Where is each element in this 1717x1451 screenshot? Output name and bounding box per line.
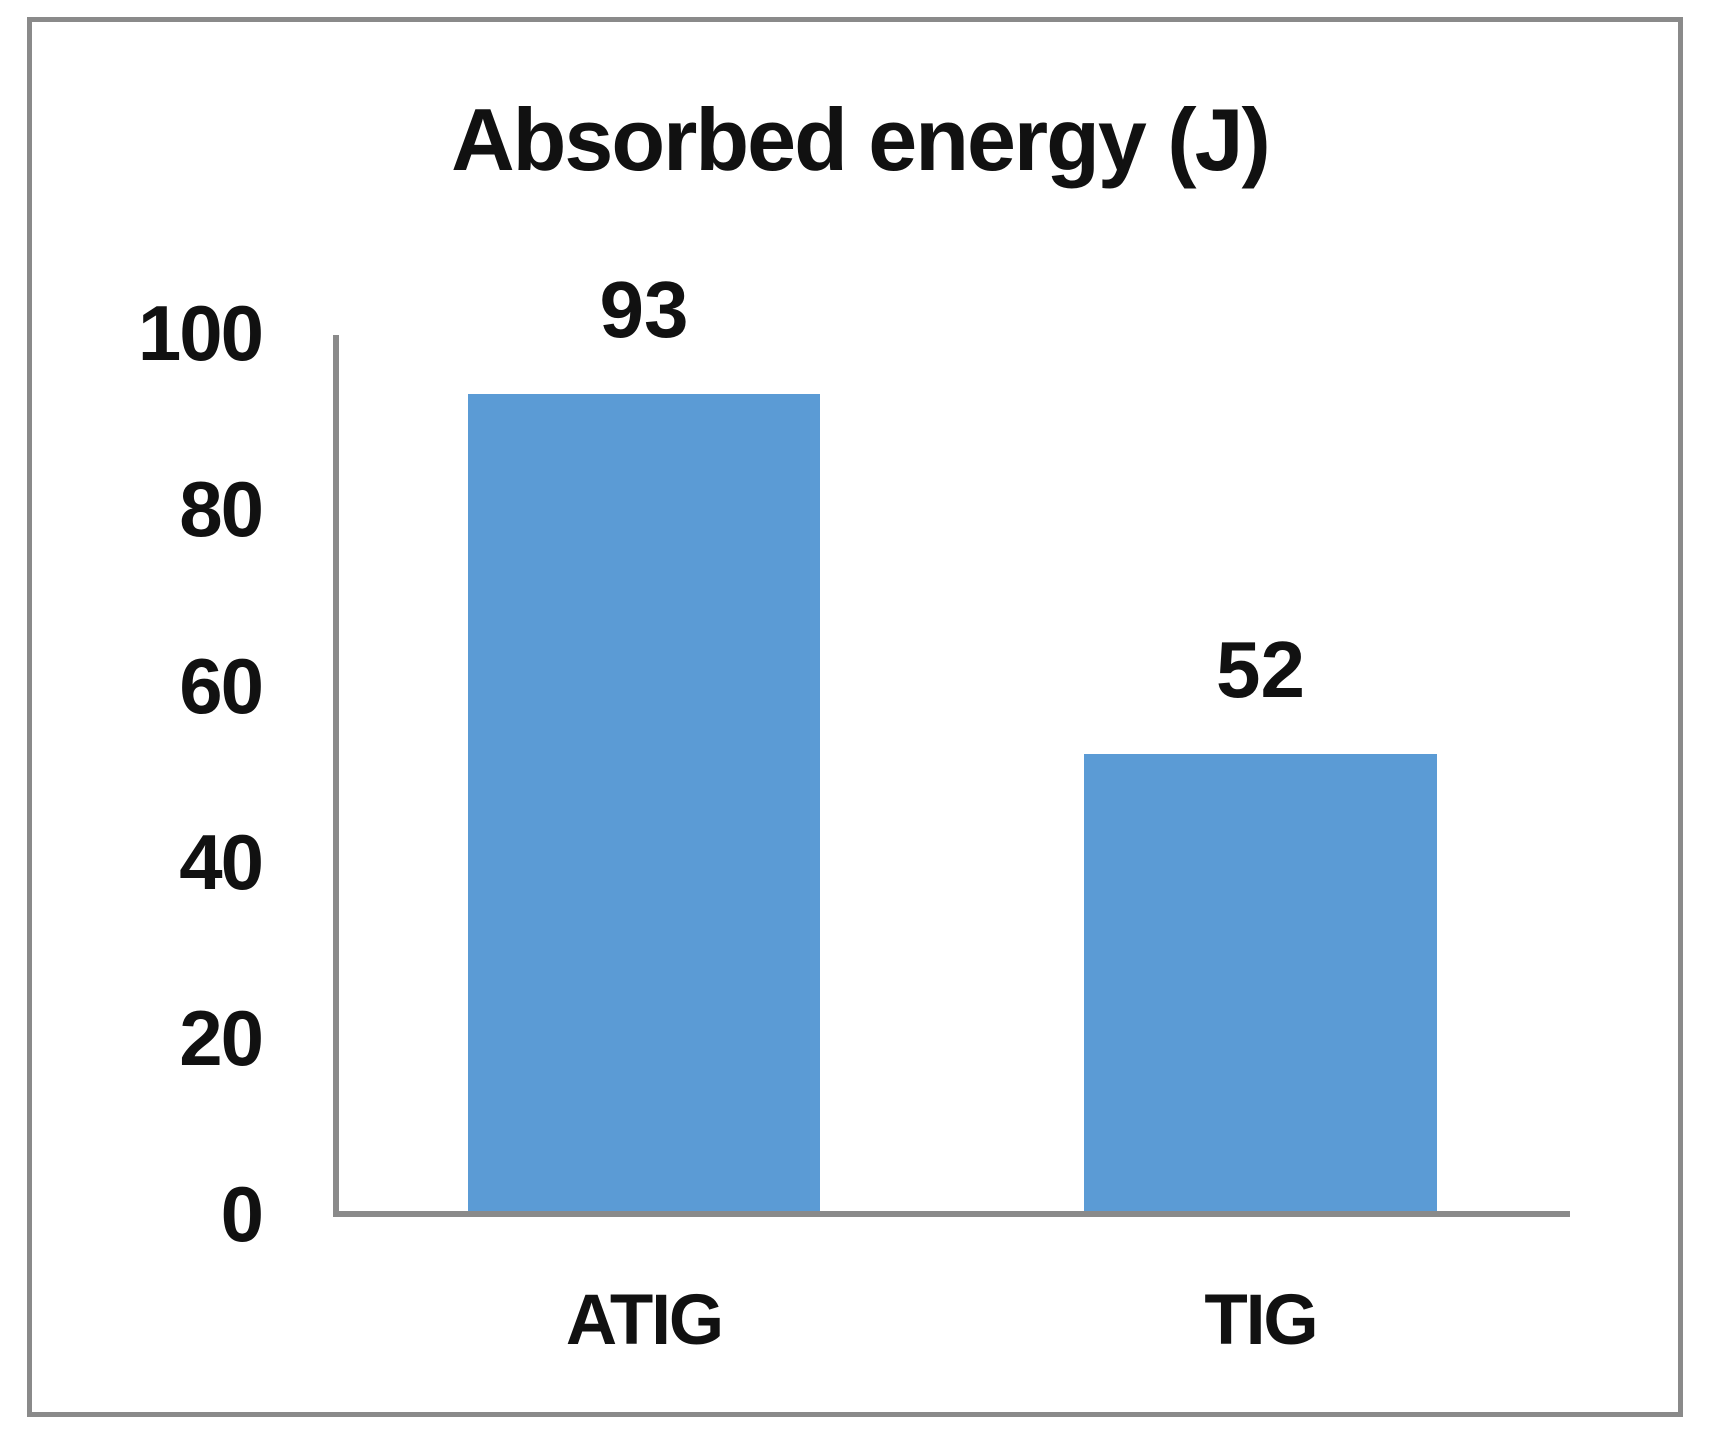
chart-title: Absorbed energy (J) <box>451 90 1271 189</box>
y-axis-line <box>333 335 339 1217</box>
x-axis-label-atig: ATIG <box>565 1281 724 1360</box>
y-tick-label-60: 60 <box>179 642 264 730</box>
y-tick-label-100: 100 <box>137 289 264 377</box>
bar-tig <box>1084 754 1437 1211</box>
bar-group-tig: 52 TIG <box>1084 0 1437 1451</box>
x-axis-label-tig: TIG <box>1204 1281 1318 1360</box>
y-tick-label-80: 80 <box>179 465 264 553</box>
y-tick-label-40: 40 <box>179 818 264 906</box>
chart-border-frame <box>27 17 1683 1417</box>
y-tick-label-20: 20 <box>179 994 264 1082</box>
y-tick-label-0: 0 <box>220 1170 264 1258</box>
x-axis-line <box>333 1211 1570 1217</box>
bar-atig <box>468 394 820 1211</box>
bar-group-atig: 93 ATIG <box>468 0 820 1451</box>
bar-value-label-atig: 93 <box>599 265 689 354</box>
bar-value-label-tig: 52 <box>1216 625 1305 714</box>
